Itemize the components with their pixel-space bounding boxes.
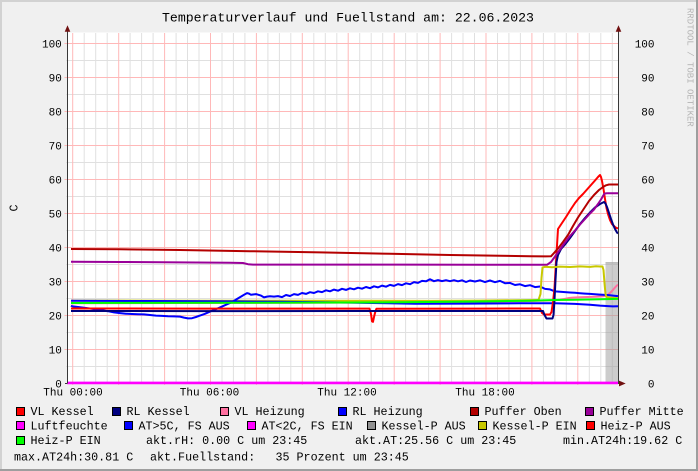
svg-text:0: 0	[648, 380, 655, 392]
svg-text:min.AT24h:19.62 C: min.AT24h:19.62 C	[563, 434, 682, 448]
svg-text:Thu 06:00: Thu 06:00	[180, 388, 239, 400]
svg-text:akt.Fuellstand:: akt.Fuellstand:	[150, 451, 255, 465]
svg-text:akt.rH: 0.00 C um 23:45: akt.rH: 0.00 C um 23:45	[146, 434, 307, 448]
svg-text:40: 40	[49, 244, 62, 256]
svg-text:80: 80	[49, 108, 62, 120]
svg-text:Puffer Mitte: Puffer Mitte	[600, 405, 684, 419]
svg-text:90: 90	[641, 74, 654, 86]
svg-text:Thu 18:00: Thu 18:00	[455, 388, 514, 400]
svg-text:60: 60	[49, 176, 62, 188]
svg-text:80: 80	[641, 108, 654, 120]
svg-text:RL Kessel: RL Kessel	[127, 405, 190, 419]
svg-text:RRDTOOL / TOBI OETIKER: RRDTOOL / TOBI OETIKER	[685, 8, 695, 127]
svg-text:60: 60	[641, 176, 654, 188]
svg-text:90: 90	[49, 74, 62, 86]
svg-text:Thu 00:00: Thu 00:00	[43, 388, 102, 400]
svg-text:20: 20	[641, 312, 654, 324]
svg-text:VL Heizung: VL Heizung	[235, 405, 305, 419]
svg-text:Luftfeuchte: Luftfeuchte	[31, 420, 108, 434]
svg-text:Temperaturverlauf und Fuellsta: Temperaturverlauf und Fuellstand am: 22.…	[162, 11, 534, 26]
svg-text:Heiz-P EIN: Heiz-P EIN	[31, 434, 101, 448]
svg-text:Kessel-P EIN: Kessel-P EIN	[493, 420, 577, 434]
svg-text:VL Kessel: VL Kessel	[31, 405, 94, 419]
svg-text:10: 10	[641, 346, 654, 358]
svg-text:100: 100	[635, 40, 655, 52]
svg-text:AT<2C, FS EIN: AT<2C, FS EIN	[262, 420, 353, 434]
svg-text:35 Prozent um 23:45: 35 Prozent um 23:45	[276, 451, 409, 465]
svg-text:10: 10	[49, 346, 62, 358]
svg-text:50: 50	[49, 210, 62, 222]
svg-text:40: 40	[641, 244, 654, 256]
svg-text:50: 50	[641, 210, 654, 222]
svg-text:70: 70	[641, 142, 654, 154]
svg-text:20: 20	[49, 312, 62, 324]
svg-text:100: 100	[42, 40, 62, 52]
svg-text:Kessel-P AUS: Kessel-P AUS	[382, 420, 466, 434]
svg-text:30: 30	[49, 278, 62, 290]
svg-text:C: C	[8, 204, 22, 211]
svg-text:AT>5C, FS AUS: AT>5C, FS AUS	[139, 420, 230, 434]
svg-text:Thu 12:00: Thu 12:00	[317, 388, 376, 400]
svg-text:0: 0	[55, 380, 62, 392]
svg-text:akt.AT:25.56 C um 23:45: akt.AT:25.56 C um 23:45	[355, 434, 516, 448]
svg-text:Puffer Oben: Puffer Oben	[485, 405, 562, 419]
svg-text:Heiz-P AUS: Heiz-P AUS	[601, 420, 671, 434]
svg-text:max.AT24h:30.81 C: max.AT24h:30.81 C	[14, 451, 133, 465]
svg-text:30: 30	[641, 278, 654, 290]
svg-text:70: 70	[49, 142, 62, 154]
svg-text:RL Heizung: RL Heizung	[353, 405, 423, 419]
